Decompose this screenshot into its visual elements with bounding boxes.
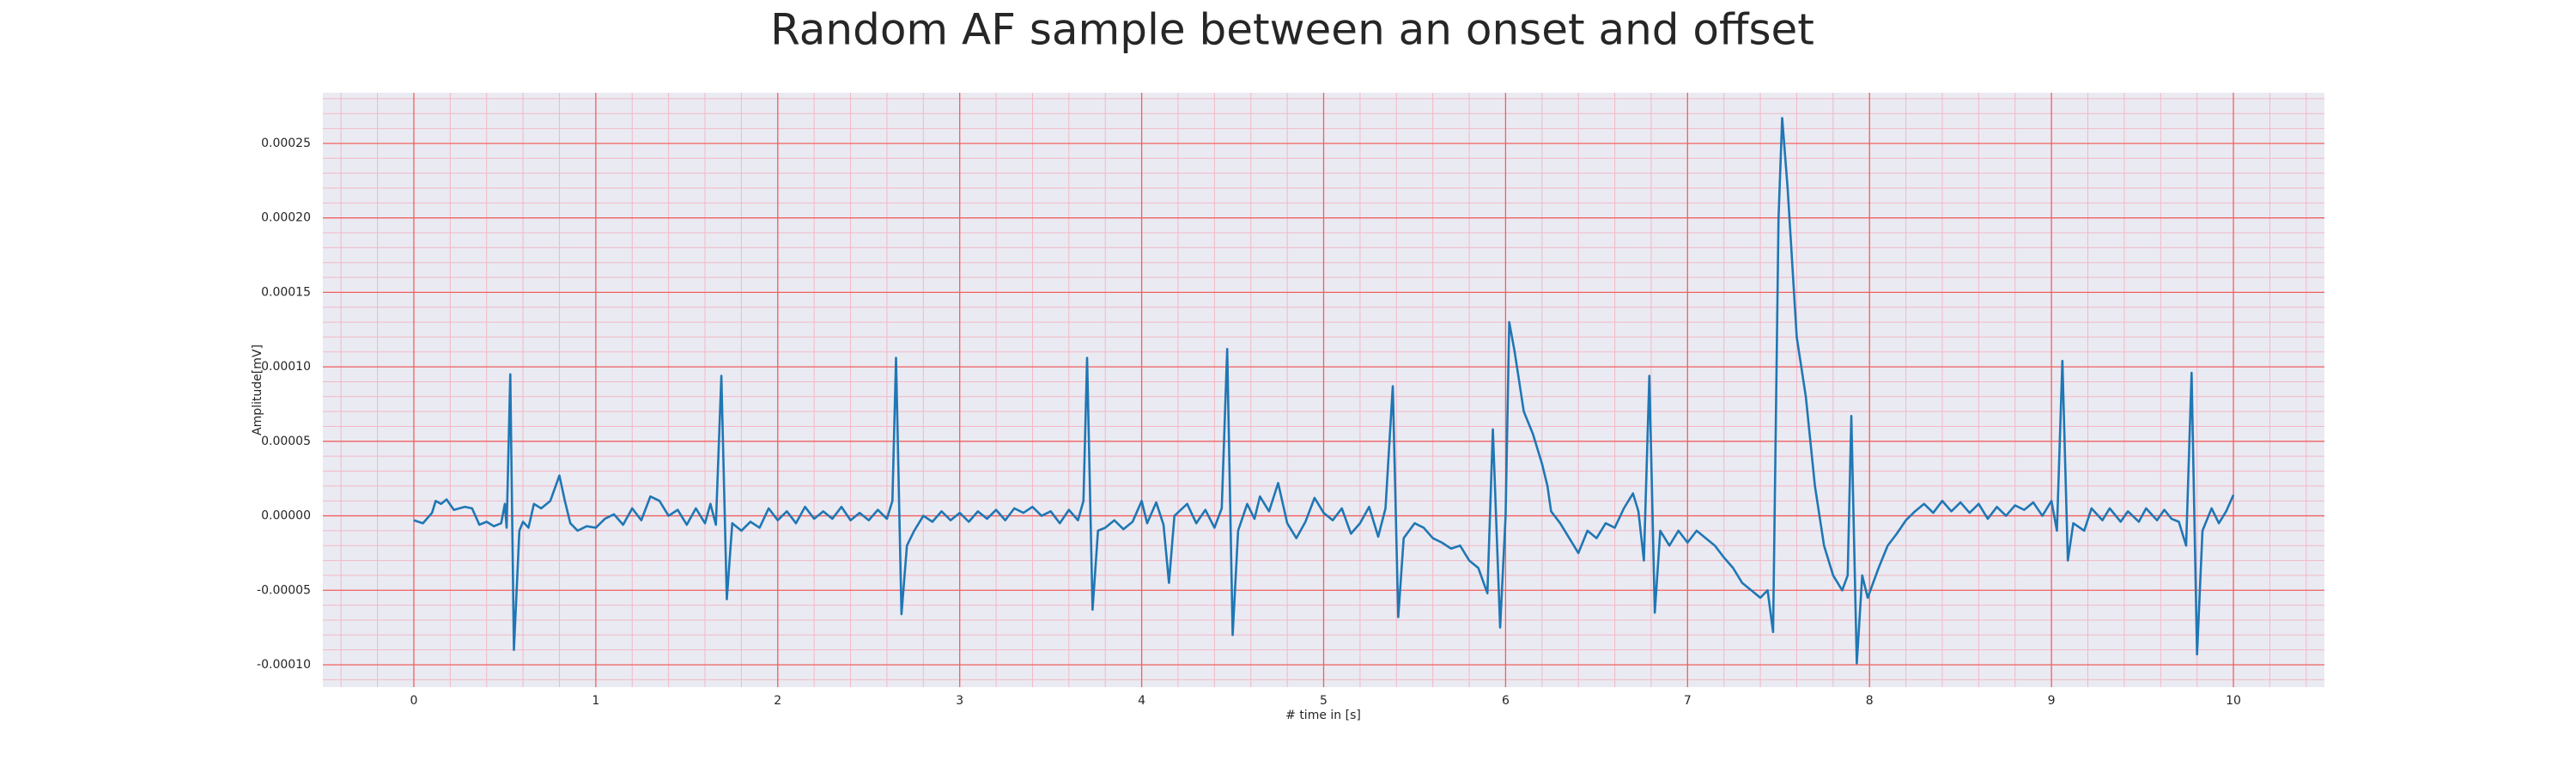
chart-title: Random AF sample between an onset and of… (770, 5, 1814, 55)
y-tick-label: 0.00025 (261, 137, 311, 150)
y-tick-label: 0.00005 (261, 435, 311, 448)
x-tick-label: 0 (410, 694, 417, 708)
x-tick-label: 9 (2048, 694, 2056, 708)
y-tick-label: 0.00015 (261, 285, 311, 299)
y-tick-label: -0.00010 (257, 658, 311, 672)
series-line (413, 117, 2235, 665)
y-tick-label: 0.00020 (261, 211, 311, 225)
y-tick-label: 0.00000 (261, 509, 311, 523)
plot (413, 117, 2235, 665)
x-tick-label: 2 (774, 694, 781, 708)
labels: Random AF sample between an onset and of… (251, 5, 2241, 723)
x-tick-label: 3 (956, 694, 963, 708)
x-tick-label: 1 (592, 694, 599, 708)
x-tick-label: 10 (2226, 694, 2241, 708)
x-axis-label: # time in [s] (1285, 709, 1361, 722)
x-tick-label: 5 (1320, 694, 1327, 708)
x-tick-label: 7 (1684, 694, 1692, 708)
x-tick-label: 4 (1138, 694, 1145, 708)
y-axis-label: Amplitude[mV] (251, 344, 264, 435)
x-tick-label: 8 (1866, 694, 1874, 708)
y-tick-label: 0.00010 (261, 360, 311, 374)
x-tick-label: 6 (1502, 694, 1510, 708)
grid (323, 93, 2324, 687)
y-tick-label: -0.00005 (257, 583, 311, 597)
